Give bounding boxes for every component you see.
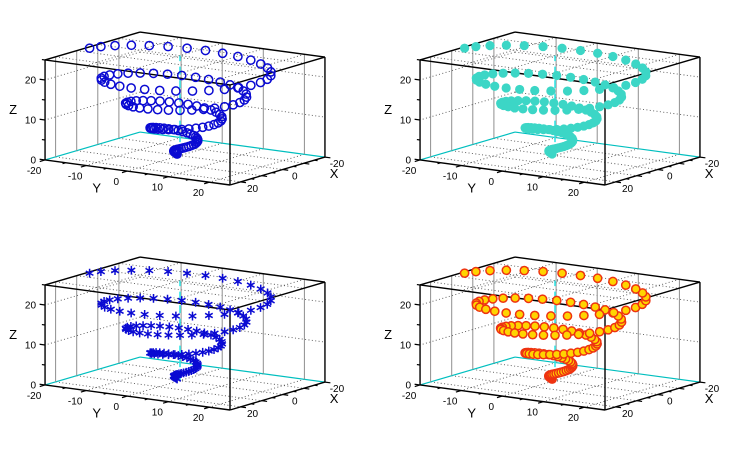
svg-text:20: 20	[193, 188, 205, 199]
svg-text:20: 20	[193, 413, 205, 424]
svg-text:X: X	[705, 166, 714, 181]
svg-text:0: 0	[667, 172, 673, 183]
svg-text:20: 20	[25, 75, 37, 86]
svg-text:-20: -20	[705, 159, 720, 170]
svg-text:-20: -20	[402, 391, 417, 402]
svg-text:0: 0	[488, 177, 494, 188]
svg-text:0: 0	[30, 380, 36, 391]
svg-text:10: 10	[152, 183, 164, 194]
svg-text:-10: -10	[443, 172, 458, 183]
svg-text:-10: -10	[68, 172, 83, 183]
svg-text:0: 0	[488, 402, 494, 413]
svg-text:-10: -10	[443, 397, 458, 408]
svg-text:X: X	[705, 391, 714, 406]
svg-text:-10: -10	[68, 397, 83, 408]
svg-text:20: 20	[25, 300, 37, 311]
svg-text:20: 20	[568, 413, 580, 424]
svg-text:0: 0	[667, 397, 673, 408]
svg-text:Z: Z	[9, 327, 17, 342]
subplot-top-right: -20 -10 0 10 20 -20 0 20 0 10 20 Y X Z	[375, 0, 750, 225]
svg-text:20: 20	[568, 188, 580, 199]
svg-text:Y: Y	[92, 180, 101, 195]
svg-text:X: X	[330, 391, 339, 406]
svg-text:-20: -20	[705, 384, 720, 395]
svg-text:0: 0	[30, 155, 36, 166]
svg-text:0: 0	[113, 177, 119, 188]
svg-text:20: 20	[400, 300, 412, 311]
svg-text:10: 10	[527, 183, 539, 194]
svg-text:20: 20	[622, 409, 634, 420]
svg-text:-20: -20	[27, 391, 42, 402]
svg-text:Z: Z	[9, 102, 17, 117]
svg-text:0: 0	[405, 380, 411, 391]
subplot-bottom-right: -20 -10 0 10 20 -20 0 20 0 10 20 Y X Z	[375, 225, 750, 450]
svg-text:-20: -20	[27, 166, 42, 177]
svg-text:10: 10	[152, 408, 164, 419]
svg-text:-20: -20	[402, 166, 417, 177]
svg-text:-20: -20	[330, 384, 345, 395]
svg-text:0: 0	[292, 397, 298, 408]
svg-text:0: 0	[292, 172, 298, 183]
svg-text:20: 20	[247, 184, 259, 195]
svg-text:Z: Z	[384, 102, 392, 117]
subplot-top-left: -20 -10 0 10 20 -20 0 20 0 10 20 Y X Z	[0, 0, 375, 225]
svg-text:10: 10	[25, 115, 37, 126]
svg-text:10: 10	[400, 340, 412, 351]
svg-text:Y: Y	[92, 405, 101, 420]
subplot-bottom-left: -20 -10 0 10 20 -20 0 20 0 10 20 Y X Z	[0, 225, 375, 450]
svg-text:20: 20	[247, 409, 259, 420]
svg-text:Z: Z	[384, 327, 392, 342]
svg-text:0: 0	[405, 155, 411, 166]
svg-text:0: 0	[113, 402, 119, 413]
svg-text:10: 10	[400, 115, 412, 126]
svg-text:10: 10	[527, 408, 539, 419]
svg-text:X: X	[330, 166, 339, 181]
svg-text:20: 20	[400, 75, 412, 86]
svg-text:Y: Y	[467, 180, 476, 195]
svg-text:20: 20	[622, 184, 634, 195]
svg-text:10: 10	[25, 340, 37, 351]
svg-text:Y: Y	[467, 405, 476, 420]
svg-text:-20: -20	[330, 159, 345, 170]
